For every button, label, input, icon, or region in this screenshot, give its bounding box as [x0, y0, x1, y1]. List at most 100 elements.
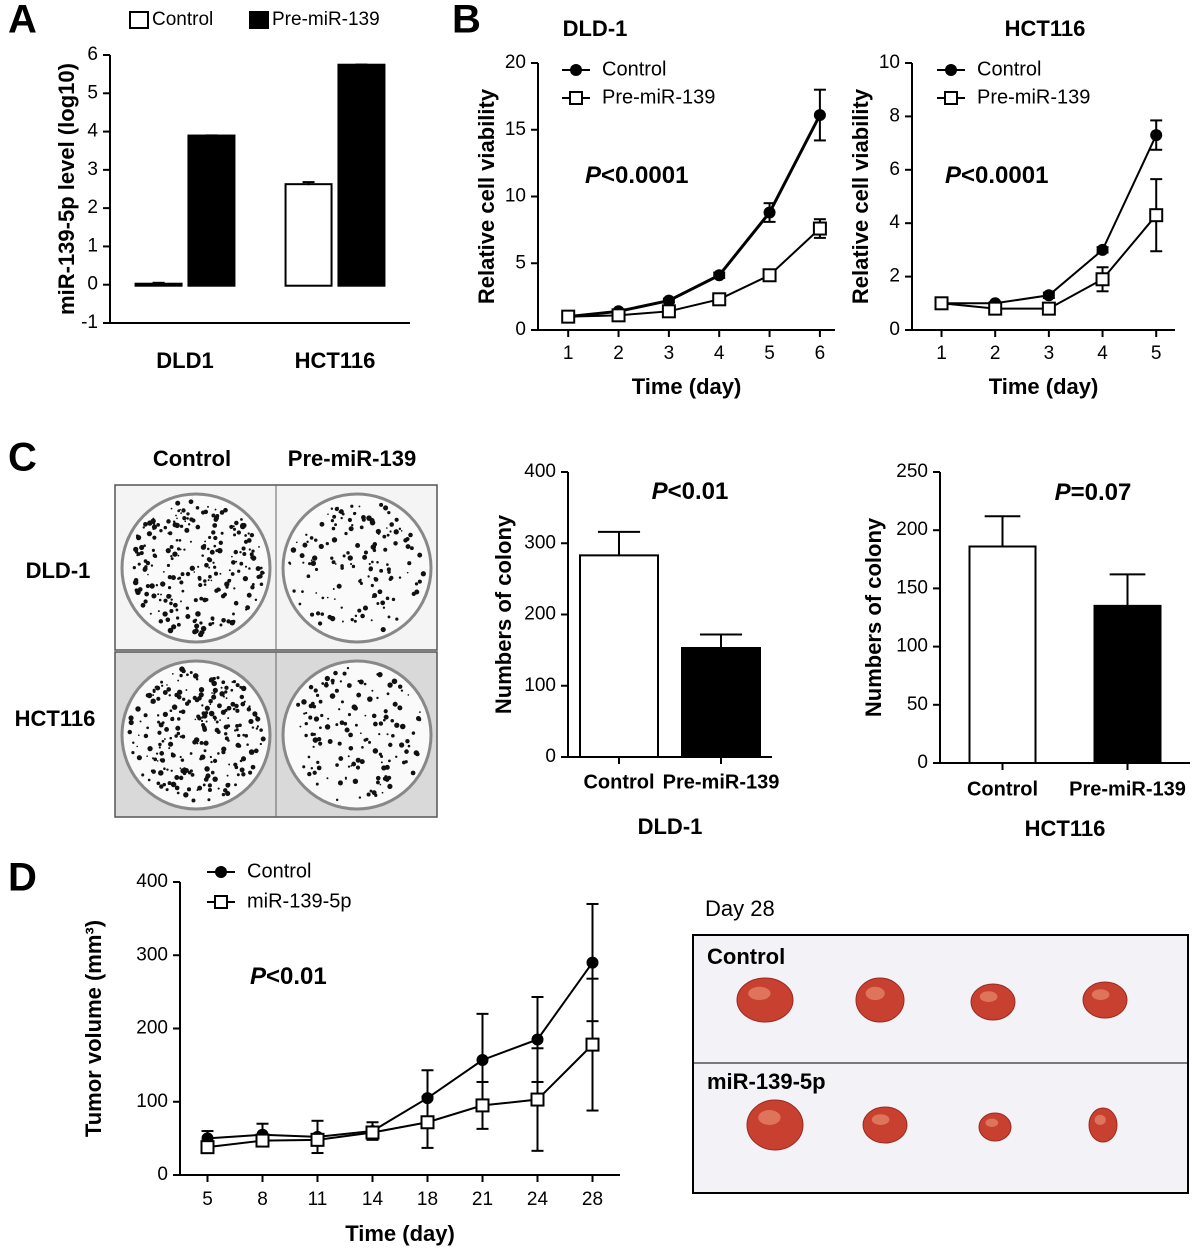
- colony-dot: [375, 528, 381, 535]
- colony-dot: [320, 713, 324, 718]
- colony-dot: [163, 598, 168, 603]
- x-tick-label: 1: [936, 343, 947, 364]
- colony-dot: [146, 692, 153, 699]
- colony-dot: [221, 746, 227, 752]
- colony-dot: [156, 714, 160, 717]
- colony-dot: [250, 585, 255, 590]
- colony-dot: [405, 544, 411, 549]
- y-tick-label: 100: [896, 636, 928, 657]
- colony-dot: [159, 784, 164, 789]
- colony-dot: [175, 538, 179, 542]
- point: [611, 308, 626, 323]
- colony-dot: [371, 560, 374, 564]
- colony-dot: [201, 723, 206, 728]
- colony-dot: [341, 620, 344, 623]
- bar: [284, 183, 333, 287]
- colony-dot: [155, 685, 161, 691]
- colony-dot: [144, 591, 150, 597]
- colony-dot: [366, 792, 371, 797]
- colony-dot: [247, 532, 250, 535]
- colony-dot: [193, 598, 198, 603]
- colony-dot: [401, 725, 404, 729]
- colony-dot: [387, 615, 391, 619]
- colony-dot: [191, 798, 196, 803]
- colony-dot: [386, 563, 389, 566]
- colony-dot: [370, 619, 373, 622]
- colony-dot: [179, 735, 183, 738]
- colony-dot: [199, 754, 206, 760]
- panel-letter: B: [452, 0, 481, 42]
- x-tick-label: 11: [308, 1189, 328, 1210]
- colony-dot: [207, 579, 210, 582]
- legend-marker: [945, 64, 957, 76]
- colony-dot: [417, 552, 423, 558]
- colony-dot: [361, 746, 364, 749]
- colony-dot: [295, 541, 298, 544]
- colony-dot: [386, 567, 391, 572]
- x-axis-label: Time (day): [632, 374, 742, 399]
- colony-dot: [292, 589, 296, 593]
- colony-dot: [177, 717, 181, 721]
- colony-dot: [334, 563, 337, 565]
- colony-dot: [318, 543, 324, 550]
- colony-dot: [249, 552, 254, 557]
- colony-dot: [239, 694, 245, 700]
- colony-dot: [225, 782, 231, 788]
- x-tick-label: 8: [257, 1189, 268, 1210]
- colony-dot: [246, 592, 252, 598]
- y-tick-label: 10: [505, 186, 526, 207]
- colony-dot: [171, 673, 174, 675]
- colony-dot: [150, 564, 154, 567]
- colony-dot: [175, 514, 177, 517]
- colony-dot: [342, 671, 347, 676]
- colony-dot: [128, 715, 134, 721]
- colony-dot: [400, 689, 404, 692]
- colony-dot: [144, 565, 148, 569]
- colony-dot: [172, 522, 178, 528]
- colony-dot: [376, 602, 380, 605]
- colony-dot: [387, 783, 393, 790]
- colony-dot: [178, 538, 182, 542]
- colony-dot: [168, 531, 173, 536]
- colony-dot: [240, 518, 243, 521]
- colony-dot: [216, 729, 221, 735]
- colony-dot: [404, 749, 409, 754]
- colony-dot: [210, 770, 215, 775]
- colony-dot: [407, 744, 411, 748]
- colony-dot: [179, 673, 183, 678]
- tumor-highlight: [865, 986, 885, 1001]
- colony-dot: [317, 621, 323, 626]
- colony-dot: [344, 531, 348, 536]
- colony-dot: [165, 548, 171, 554]
- colony-dot: [248, 718, 254, 725]
- colony-dot: [315, 611, 321, 616]
- colony-dot: [290, 547, 297, 553]
- colony-dot: [224, 581, 230, 587]
- colony-dot: [208, 698, 213, 704]
- colony-dot: [179, 580, 184, 585]
- colony-dot: [305, 711, 308, 715]
- colony-dot: [132, 741, 135, 745]
- colony-dot: [233, 549, 238, 555]
- colony-dot: [233, 729, 237, 732]
- colony-dot: [370, 544, 377, 550]
- colony-dot: [409, 546, 414, 551]
- colony-dot: [158, 746, 161, 749]
- colony-dot: [147, 573, 149, 576]
- colony-dot: [255, 566, 261, 572]
- colony-dot: [377, 532, 380, 535]
- plate-well: [281, 492, 433, 644]
- colony-dot: [245, 605, 251, 610]
- colony-dot: [207, 787, 212, 793]
- colony-dot: [352, 778, 359, 785]
- colony-dot: [347, 517, 353, 523]
- colony-dot: [208, 622, 213, 627]
- colony-dot: [162, 782, 167, 787]
- colony-dot: [252, 711, 258, 717]
- point: [1095, 272, 1110, 287]
- colony-dot: [153, 757, 158, 762]
- colony-dot: [128, 719, 134, 726]
- colony-dot: [169, 709, 173, 713]
- colony-dot: [260, 570, 265, 575]
- colony-dot: [301, 590, 304, 593]
